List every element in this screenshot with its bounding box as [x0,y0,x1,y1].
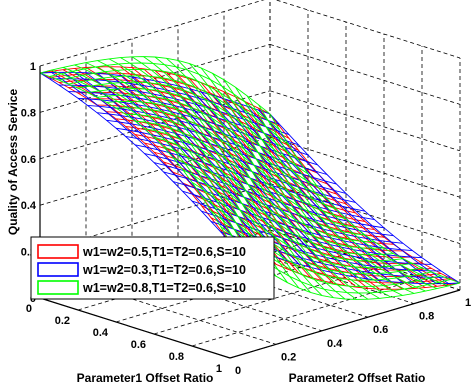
y-tick-label: 1 [465,297,471,309]
mesh-line [96,94,328,199]
grid-line [269,90,461,152]
mesh-line [163,171,394,237]
legend-box [30,236,275,300]
mesh-line [182,168,413,268]
x-axis-line [39,297,231,359]
z-tick-label: 0.4 [21,200,37,212]
mesh-line [201,205,432,271]
y-tick-label: 0 [235,365,241,377]
x-tick-label: 0.8 [169,351,184,363]
mesh-line [201,195,432,281]
mesh-line [68,75,299,161]
x-tick-label: 0 [26,303,32,315]
x-tick-label: 0.4 [93,327,109,339]
mesh-line [163,146,394,256]
legend-label: w1=w2=0.5,T1=T2=0.6,S=10 [82,245,246,259]
y-axis-line [229,289,461,359]
z-tick-label: 0.6 [21,154,36,166]
mesh-line [153,136,385,249]
mesh-line [201,210,432,265]
mesh-line [182,190,413,252]
mesh-line [106,100,337,210]
x-tick-label: 0.6 [131,339,146,351]
mesh-line [172,157,404,262]
mesh-line [144,153,375,221]
surface-meshes [39,56,461,300]
grid-line [85,284,277,345]
mesh-line [68,85,299,151]
legend-label: w1=w2=0.8,T1=T2=0.6,S=10 [82,281,246,295]
mesh-line [134,120,366,236]
mesh-line [68,91,299,146]
mesh-line [153,151,385,238]
legend-swatch [37,262,79,277]
grid-line [131,270,323,332]
mesh-line [125,113,356,228]
y-tick-label: 0.6 [373,324,388,336]
grid-line [269,183,461,244]
mesh-line [144,128,375,243]
x-tick-label: 1 [216,363,222,375]
x-axis-label: Parameter1 Offset Ratio [77,371,214,385]
grid-line [269,44,461,105]
grid-line [269,136,461,198]
mesh-line [49,62,280,131]
z-tick-label: 0.8 [21,107,36,119]
z-tick-label: 1 [30,61,36,73]
mesh-line [87,88,318,188]
z-axis-label: Quality of Access Service [6,89,20,236]
mesh-line [115,118,347,205]
mesh-line [115,107,347,220]
mesh-line [87,104,318,166]
y-tick-label: 0.8 [419,311,434,323]
y-tick-label: 0.2 [281,351,296,363]
legend-swatch [37,280,79,295]
x-tick-label: 0.2 [55,315,70,327]
grid-lines [39,0,461,359]
mesh-line [125,135,356,203]
legend: w1=w2=0.5,T1=T2=0.6,S=10 w1=w2=0.3,T1=T2=… [30,236,275,300]
mesh-line [58,68,290,146]
legend-swatch [37,244,79,259]
grid-line [39,0,265,67]
grid-line [275,0,461,59]
mesh-line [106,119,337,185]
y-axis-label: Parameter2 Offset Ratio [289,371,426,385]
y-tick-label: 0.4 [327,338,343,350]
mesh-line [191,181,423,275]
mesh-line [39,56,271,115]
legend-label: w1=w2=0.3,T1=T2=0.6,S=10 [82,263,246,277]
mesh-line [77,81,309,175]
